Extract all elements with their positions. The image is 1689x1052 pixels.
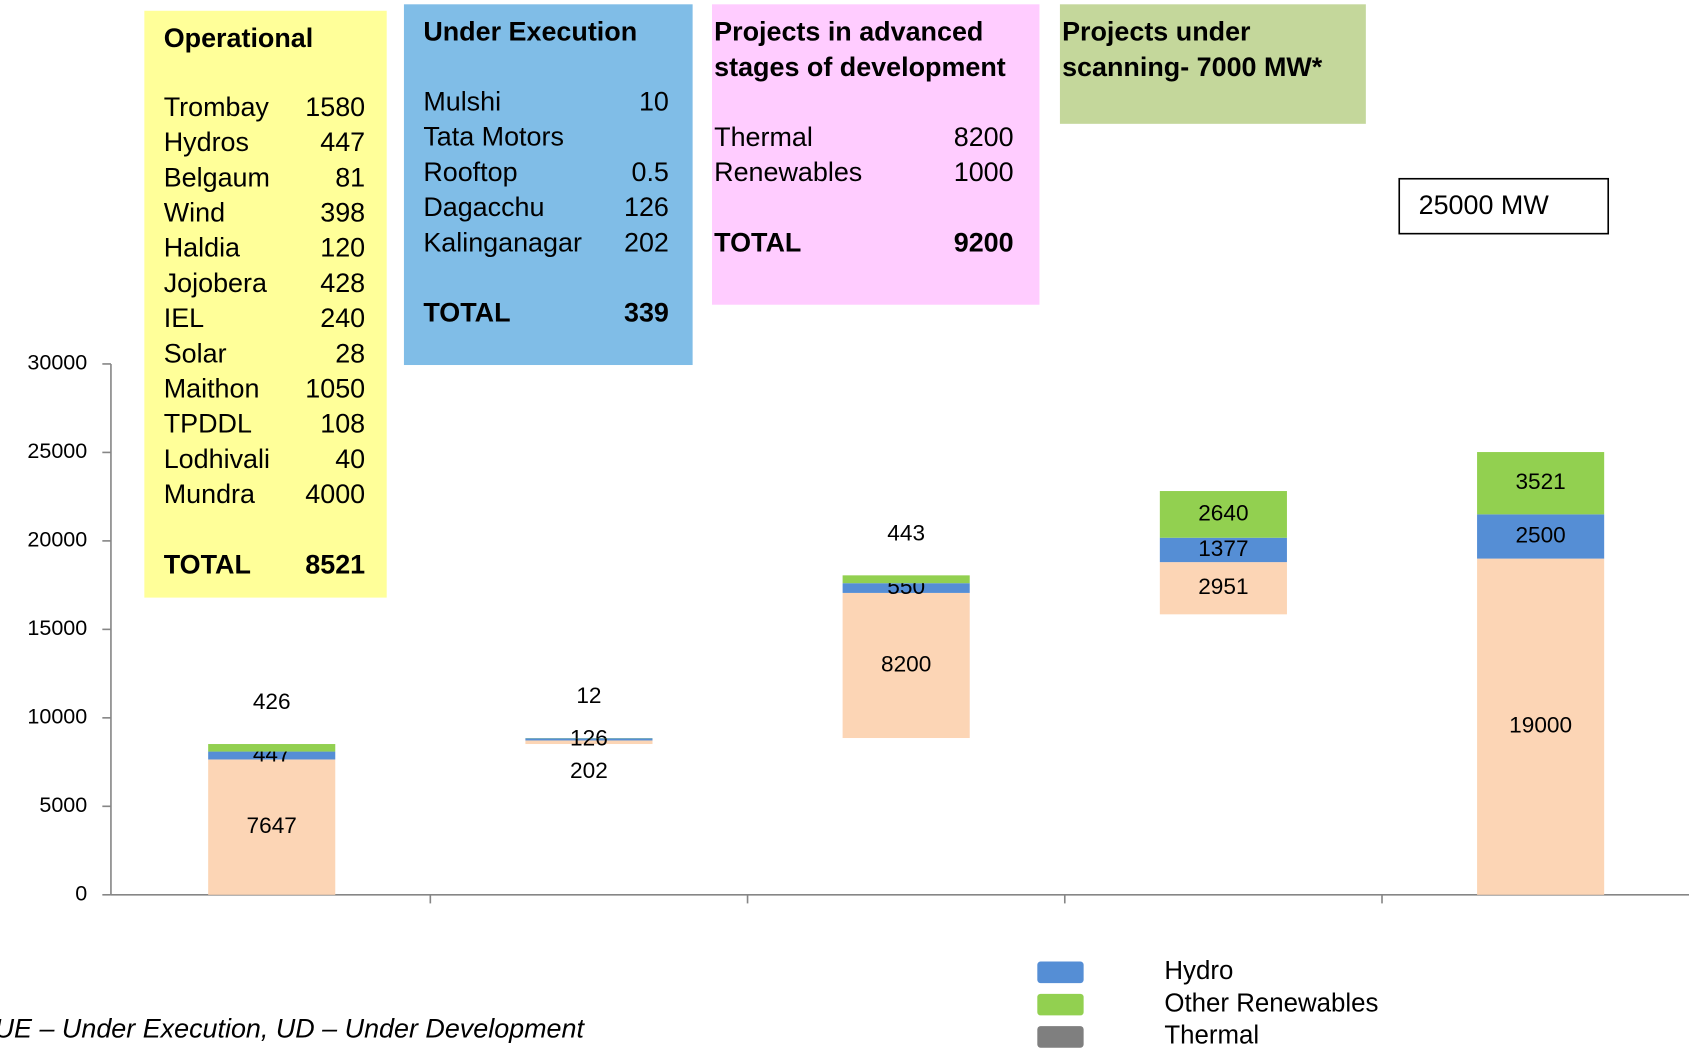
panel	[1059, 4, 1366, 124]
panel-row-name: Kalinganagar	[423, 227, 582, 257]
legend-label: Other Renewables	[1164, 989, 1378, 1017]
bar-segment	[208, 751, 336, 760]
panel-title: Operational	[164, 23, 314, 53]
panel-row-name: Hydros	[164, 127, 249, 157]
bar-segment	[1477, 452, 1605, 515]
bar-segment	[1159, 562, 1287, 615]
data-label: 443	[887, 520, 925, 545]
panel-total-value: 8521	[305, 550, 365, 580]
panel-row-name: Rooftop	[423, 157, 517, 187]
legend-label: Thermal	[1164, 1022, 1259, 1050]
panel-row-value: 1050	[305, 374, 365, 404]
bar-segment	[525, 738, 653, 741]
data-label: 7647	[247, 813, 297, 838]
panel-row-value: 4000	[305, 479, 365, 509]
panel-total-value: 339	[624, 298, 669, 328]
bar-segment	[1477, 514, 1605, 559]
bar-segment	[842, 592, 970, 739]
panel-title: scanning- 7000 MW*	[1062, 52, 1323, 82]
data-label: 2640	[1198, 500, 1248, 525]
panel-row-value: 81	[335, 162, 365, 192]
panel-row-value: 240	[320, 303, 365, 333]
panel-row-name: Mulshi	[423, 86, 501, 116]
bar-segment	[1159, 491, 1287, 538]
data-label: 12	[576, 683, 601, 708]
y-tick-label: 20000	[27, 528, 87, 552]
panel-row-value: 108	[320, 409, 365, 439]
panel-row-value: 1580	[305, 92, 365, 122]
panel-total-label: TOTAL	[423, 298, 510, 328]
panel	[144, 10, 387, 598]
panel-row-name: Renewables	[714, 157, 862, 187]
panel-row-name: Mundra	[164, 479, 255, 509]
panel-row-value: 8200	[954, 122, 1014, 152]
panel	[403, 4, 693, 366]
data-label: 3521	[1515, 469, 1565, 494]
legend-swatch	[1037, 961, 1084, 984]
data-label: 2500	[1515, 522, 1565, 547]
data-label: 426	[253, 689, 291, 714]
y-tick-label: 0	[75, 881, 87, 905]
annotation-box	[1398, 177, 1610, 235]
bar-segment	[1477, 558, 1605, 895]
panel-row-name: Trombay	[164, 92, 270, 122]
bar-segment	[842, 575, 970, 584]
panel-title: stages of development	[714, 52, 1006, 82]
panel-row-value: 120	[320, 233, 365, 263]
panel-row-name: IEL	[164, 303, 204, 333]
data-label: 202	[570, 758, 608, 783]
panel-title: Projects in advanced	[714, 16, 983, 46]
panel-row-value: 1000	[954, 157, 1014, 187]
panel-row-name: Tata Motors	[423, 122, 564, 152]
panel-row-name: Thermal	[714, 122, 813, 152]
panel-row-name: Lodhivali	[164, 444, 270, 474]
panel-total-label: TOTAL	[164, 550, 251, 580]
panel-row-name: Maithon	[164, 374, 260, 404]
panel-title: Under Execution	[423, 16, 637, 46]
panel-row-name: Haldia	[164, 233, 240, 263]
bar-segment	[208, 759, 336, 895]
y-tick-label: 5000	[39, 793, 87, 817]
panel-row-name: Belgaum	[164, 162, 270, 192]
data-label: 126	[570, 725, 608, 750]
bar-offset	[843, 738, 970, 895]
panel-row-name: Jojobera	[164, 268, 267, 298]
legend-swatch	[1037, 993, 1084, 1016]
bar-segment	[208, 744, 336, 752]
data-label: 1377	[1198, 536, 1248, 561]
panel-row-value: 28	[335, 338, 365, 368]
panel-row-value: 398	[320, 197, 365, 227]
y-tick-label: 25000	[27, 439, 87, 463]
panel-row-value: 447	[320, 127, 365, 157]
y-tick-label: 30000	[27, 351, 87, 375]
panel-row-value: 10	[639, 86, 669, 116]
panel-title: Projects under	[1062, 16, 1251, 46]
panel-row-value: 428	[320, 268, 365, 298]
footnote: UE – Under Execution, UD – Under Develop…	[0, 1014, 585, 1044]
panel-row-value: 126	[624, 192, 669, 222]
y-tick-label: 10000	[27, 705, 87, 729]
panel-row-name: Solar	[164, 338, 227, 368]
data-label: 19000	[1509, 713, 1572, 738]
bar-offset	[1160, 614, 1287, 894]
panel-row-value: 40	[335, 444, 365, 474]
bar-segment	[1159, 537, 1287, 563]
bar-segment	[525, 740, 653, 745]
legend-swatch	[1037, 1026, 1084, 1048]
data-label: 8200	[881, 651, 931, 676]
panel	[712, 4, 1040, 305]
panel-row-name: Dagacchu	[423, 192, 544, 222]
panel-row-value: 0.5	[632, 157, 669, 187]
panel-total-label: TOTAL	[714, 228, 801, 258]
legend-label: Hydro	[1164, 957, 1233, 985]
y-tick-label: 15000	[27, 616, 87, 640]
bar-segment	[842, 583, 970, 593]
panel-row-name: Wind	[164, 197, 225, 227]
annotation: 25000 MW	[1419, 190, 1550, 220]
data-label: 2951	[1198, 574, 1248, 599]
panel-total-value: 9200	[954, 228, 1014, 258]
panel-row-value: 202	[624, 227, 669, 257]
panel-row-name: TPDDL	[164, 409, 252, 439]
